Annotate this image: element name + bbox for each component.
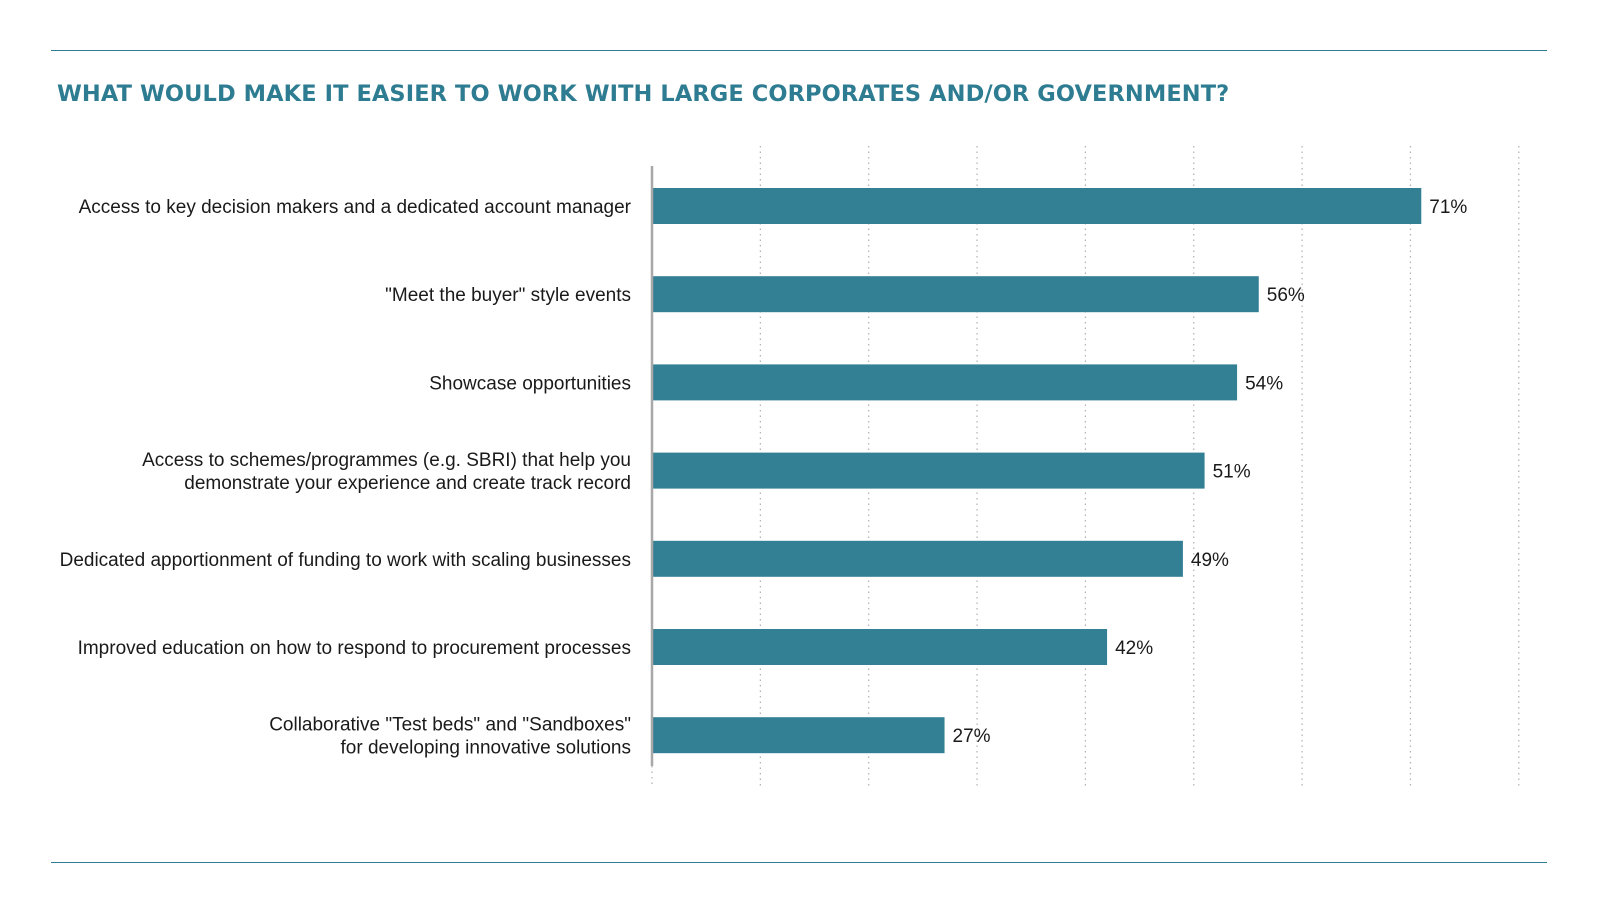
category-label: Improved education on how to respond to … bbox=[78, 638, 631, 659]
category-label: demonstrate your experience and create t… bbox=[184, 473, 631, 494]
data-label: 27% bbox=[953, 726, 991, 747]
category-label: for developing innovative solutions bbox=[341, 738, 631, 759]
category-label: Showcase opportunities bbox=[429, 373, 631, 394]
bar bbox=[652, 188, 1422, 224]
category-label: Access to key decision makers and a dedi… bbox=[79, 197, 632, 218]
data-label: 51% bbox=[1213, 462, 1251, 483]
chart-title: WHAT WOULD MAKE IT EASIER TO WORK WITH L… bbox=[57, 81, 1230, 107]
data-label: 49% bbox=[1191, 550, 1229, 571]
data-label: 71% bbox=[1429, 197, 1467, 218]
bar bbox=[652, 276, 1259, 313]
data-label: 42% bbox=[1115, 638, 1153, 659]
category-label: "Meet the buyer" style events bbox=[385, 285, 631, 306]
data-label: 54% bbox=[1245, 373, 1283, 394]
category-label: Collaborative "Test beds" and "Sandboxes… bbox=[269, 715, 631, 736]
category-label: Dedicated apportionment of funding to wo… bbox=[60, 550, 631, 571]
bar bbox=[652, 629, 1108, 665]
bar bbox=[652, 364, 1238, 401]
bar bbox=[652, 452, 1205, 489]
category-label: Access to schemes/programmes (e.g. SBRI)… bbox=[142, 450, 631, 471]
bar bbox=[652, 540, 1183, 577]
top-rule bbox=[51, 50, 1547, 51]
bar bbox=[652, 717, 945, 754]
data-label: 56% bbox=[1267, 285, 1305, 306]
bottom-rule bbox=[51, 862, 1547, 863]
